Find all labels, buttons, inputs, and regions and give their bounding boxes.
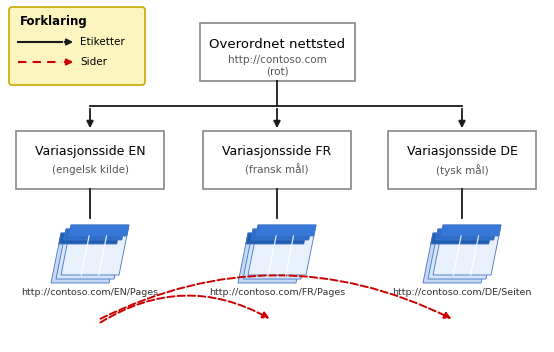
- Polygon shape: [51, 233, 119, 283]
- Text: Variasjonsside FR: Variasjonsside FR: [222, 145, 332, 158]
- Polygon shape: [59, 233, 119, 244]
- Text: Sider: Sider: [80, 57, 107, 67]
- Polygon shape: [433, 225, 501, 275]
- Polygon shape: [243, 229, 311, 279]
- FancyBboxPatch shape: [9, 7, 145, 85]
- Text: http://contoso.com/EN/Pages: http://contoso.com/EN/Pages: [22, 288, 158, 297]
- Text: Variasjonsside EN: Variasjonsside EN: [35, 145, 145, 158]
- Text: (tysk mål): (tysk mål): [435, 164, 488, 176]
- Polygon shape: [246, 233, 306, 244]
- Polygon shape: [436, 229, 496, 240]
- Polygon shape: [423, 233, 491, 283]
- Polygon shape: [64, 229, 124, 240]
- Polygon shape: [441, 225, 501, 236]
- Polygon shape: [248, 225, 316, 275]
- Polygon shape: [61, 225, 129, 275]
- Text: (fransk mål): (fransk mål): [245, 164, 309, 176]
- Polygon shape: [431, 233, 491, 244]
- Text: Etiketter: Etiketter: [80, 37, 125, 47]
- Text: Overordnet nettsted: Overordnet nettsted: [209, 38, 345, 50]
- Polygon shape: [428, 229, 496, 279]
- Text: http://contoso.com/FR/Pages: http://contoso.com/FR/Pages: [209, 288, 345, 297]
- FancyBboxPatch shape: [388, 131, 536, 189]
- FancyBboxPatch shape: [199, 23, 355, 81]
- Text: (engelsk kilde): (engelsk kilde): [52, 165, 129, 175]
- Text: Forklaring: Forklaring: [20, 15, 88, 29]
- FancyBboxPatch shape: [16, 131, 164, 189]
- Polygon shape: [256, 225, 316, 236]
- Polygon shape: [238, 233, 306, 283]
- Polygon shape: [69, 225, 129, 236]
- Polygon shape: [56, 229, 124, 279]
- Text: http://contoso.com: http://contoso.com: [228, 55, 326, 65]
- FancyBboxPatch shape: [203, 131, 351, 189]
- Text: Variasjonsside DE: Variasjonsside DE: [407, 145, 517, 158]
- Text: (rot): (rot): [266, 67, 288, 77]
- Text: http://contoso.com/DE/Seiten: http://contoso.com/DE/Seiten: [392, 288, 532, 297]
- Polygon shape: [251, 229, 311, 240]
